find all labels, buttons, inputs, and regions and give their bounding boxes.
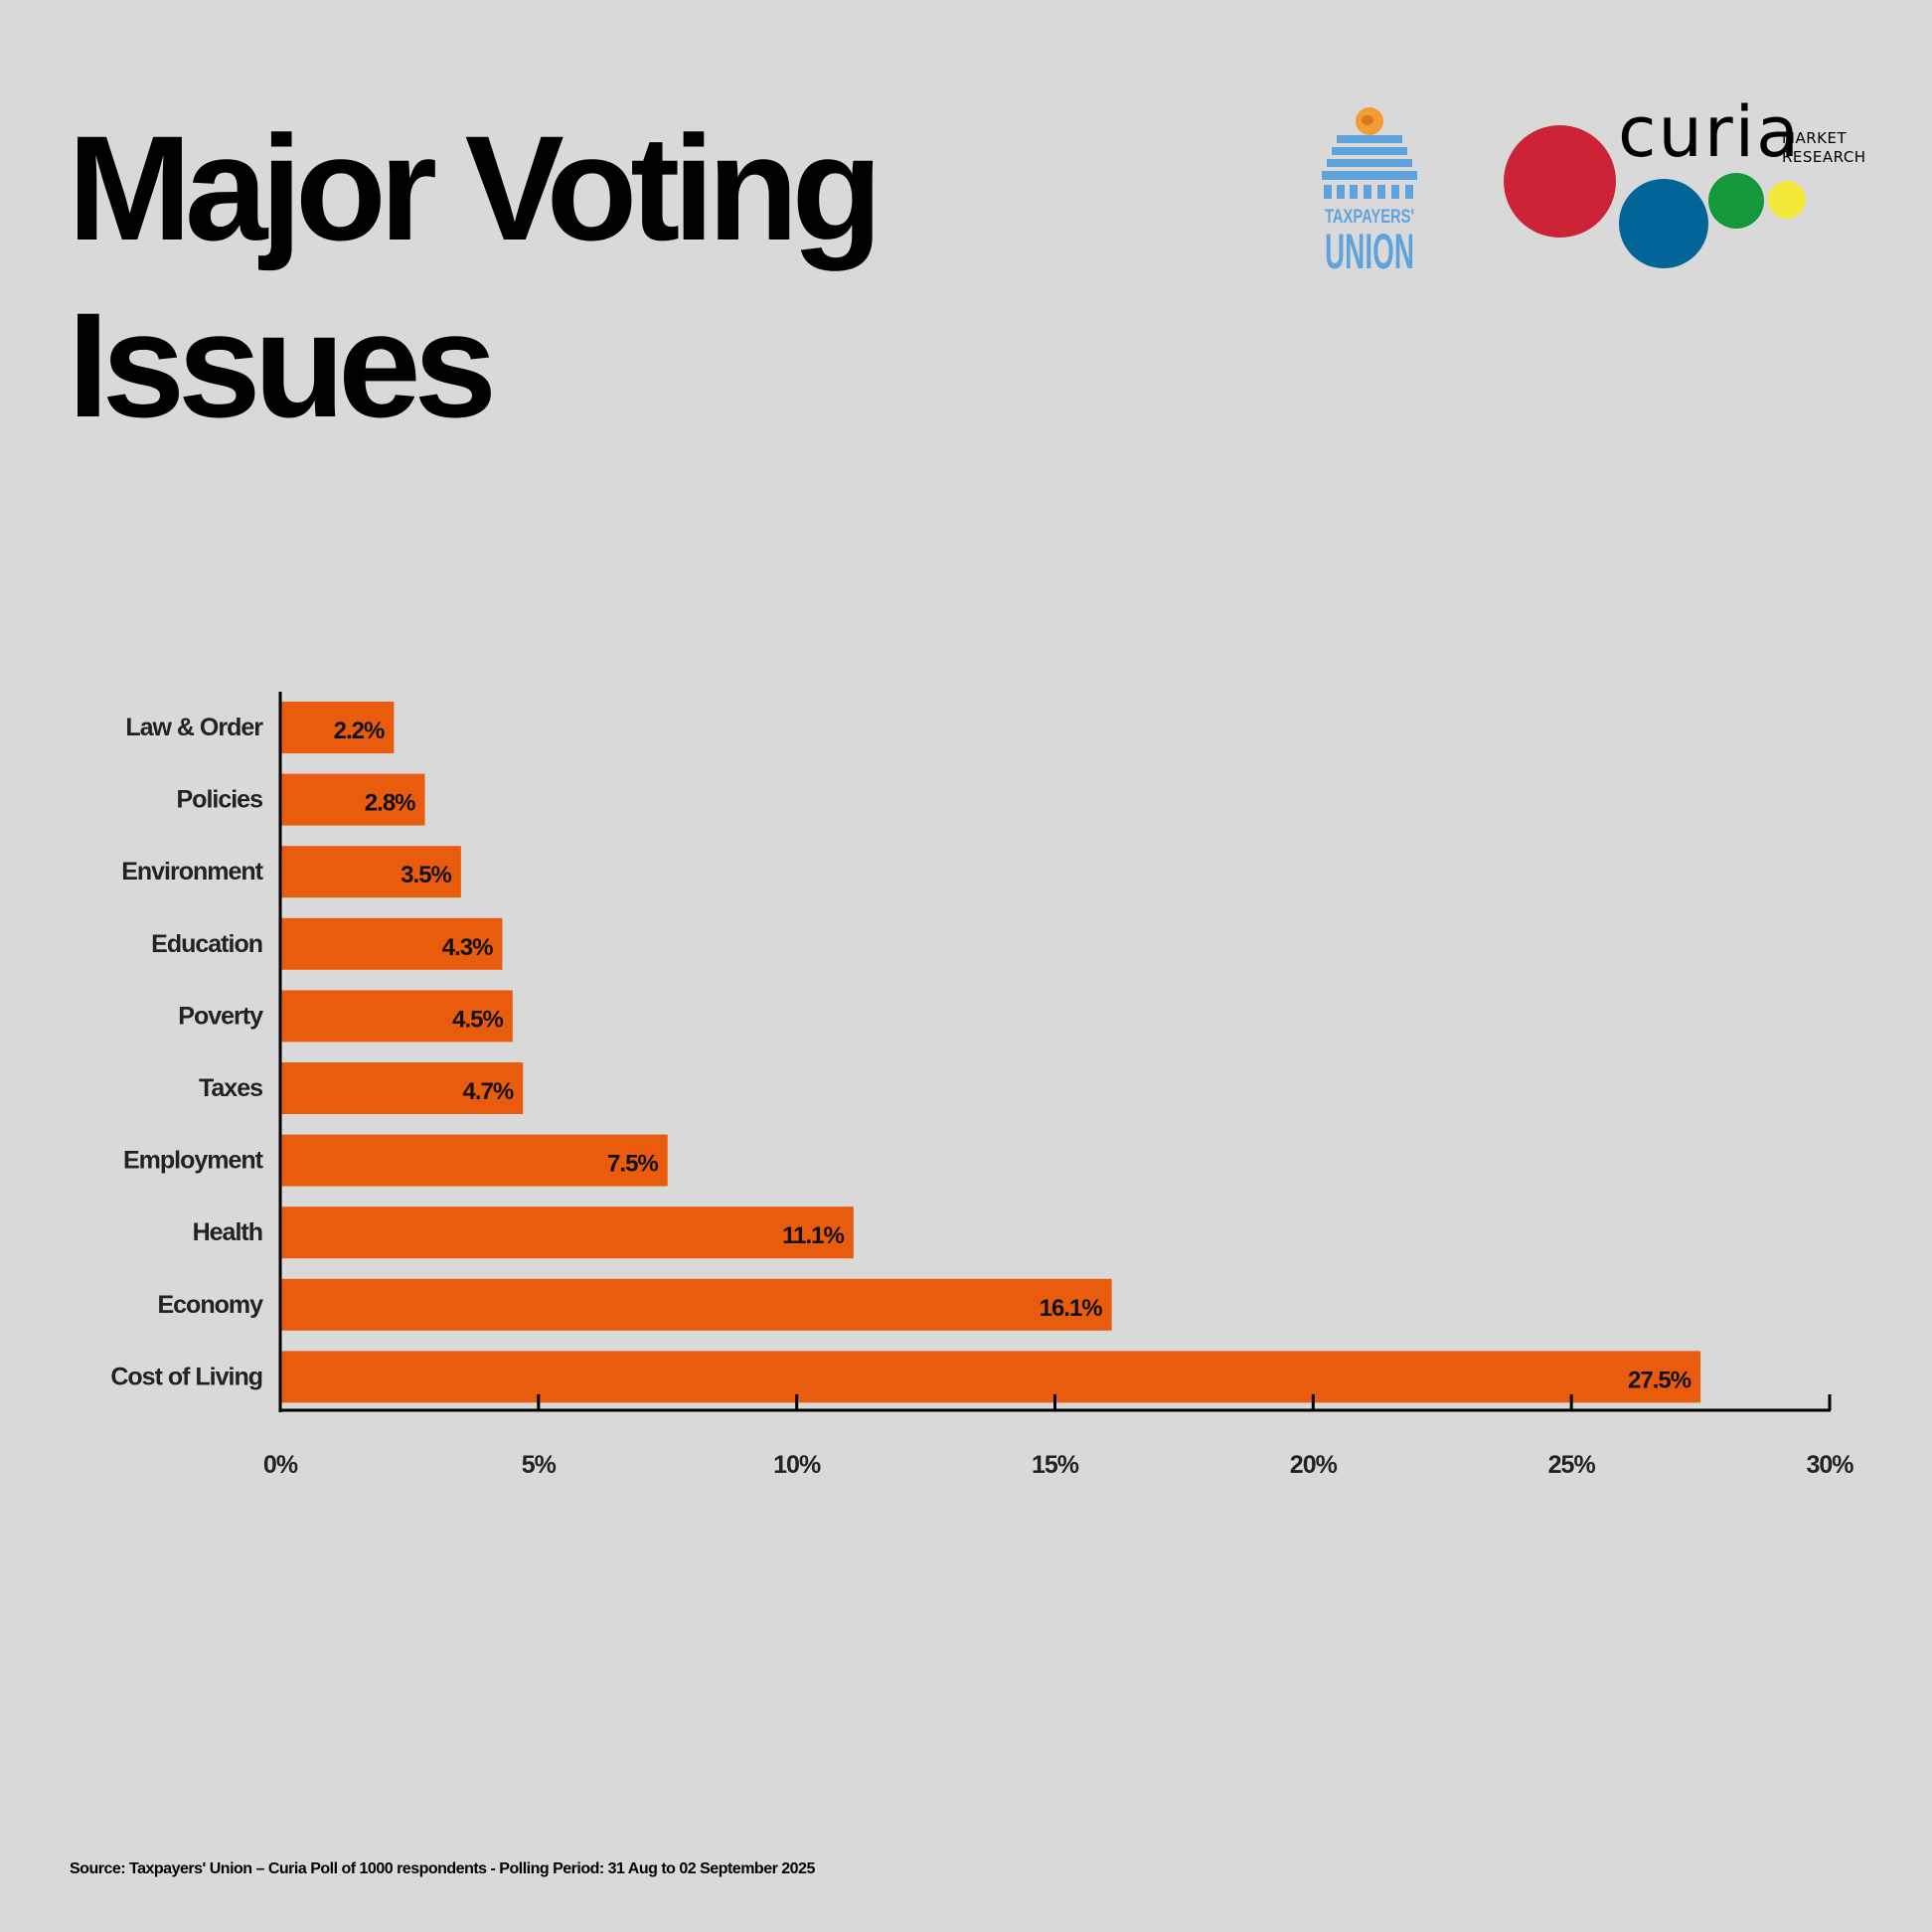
bar-3 <box>280 917 503 970</box>
value-label: 4.3% <box>442 934 493 961</box>
curia-logo: curia MARKET RESEARCH <box>1499 91 1886 271</box>
value-label: 3.5% <box>401 862 451 888</box>
category-label: Taxes <box>199 1074 262 1102</box>
value-label: 16.1% <box>1040 1295 1103 1322</box>
x-tick-label: 25% <box>1548 1451 1596 1479</box>
title-line-2: Issues <box>68 281 497 448</box>
value-label: 4.7% <box>463 1078 514 1105</box>
category-label: Poverty <box>178 1002 263 1030</box>
curia-sub-line-1: MARKET <box>1782 129 1848 147</box>
title-line-1: Major Voting <box>68 104 883 271</box>
labels-group: Law & Order 2.2% Policies 2.8% Environment 3.… <box>110 714 1691 1393</box>
curia-blue-circle-icon <box>1619 179 1708 268</box>
curia-subtitle: MARKET RESEARCH <box>1782 129 1866 167</box>
category-label: Environment <box>121 858 263 886</box>
category-label: Economy <box>157 1291 263 1319</box>
bars-group <box>280 702 1701 1403</box>
curia-yellow-circle-icon <box>1768 181 1806 219</box>
value-label: 11.1% <box>782 1222 844 1249</box>
bar-2 <box>280 846 461 898</box>
bar-9 <box>280 1351 1701 1403</box>
bar-1 <box>280 773 425 826</box>
taxpayers-union-logo: TAXPAYERS' UNION <box>1322 107 1417 270</box>
x-tick-label: 5% <box>522 1451 557 1479</box>
category-label: Policies <box>177 786 263 814</box>
x-tick-label: 0% <box>263 1451 298 1479</box>
x-tick-label: 20% <box>1290 1451 1338 1479</box>
category-label: Education <box>151 930 262 958</box>
x-tick-label: 10% <box>773 1451 821 1479</box>
category-label: Law & Order <box>125 714 263 741</box>
bar-8 <box>280 1278 1112 1331</box>
parliament-building-icon <box>1322 107 1417 199</box>
x-axis: 0% 5% 10% 15% 20% 25% 30% <box>263 692 1854 1479</box>
curia-wordmark: curia <box>1618 91 1801 173</box>
category-label: Cost of Living <box>110 1363 262 1390</box>
curia-green-circle-icon <box>1708 173 1764 229</box>
value-label: 2.8% <box>365 790 415 817</box>
bar-6 <box>280 1134 668 1187</box>
union-text: UNION <box>1325 224 1414 270</box>
x-tick-label: 30% <box>1806 1451 1853 1479</box>
category-label: Health <box>193 1218 262 1246</box>
value-label: 4.5% <box>452 1006 503 1033</box>
source-note: Source: Taxpayers' Union – Curia Poll of… <box>70 1860 815 1877</box>
x-tick-label: 15% <box>1032 1451 1079 1479</box>
page-title: Major Voting Issues <box>68 99 883 453</box>
taxpayers-text: TAXPAYERS' <box>1325 207 1414 228</box>
curia-red-circle-icon <box>1504 125 1616 238</box>
bar-5 <box>280 1062 524 1114</box>
category-label: Employment <box>123 1147 264 1175</box>
bar-4 <box>280 990 513 1043</box>
bar-0 <box>280 702 395 753</box>
value-label: 7.5% <box>607 1151 658 1178</box>
bar-7 <box>280 1207 854 1259</box>
curia-sub-line-2: RESEARCH <box>1782 148 1866 166</box>
value-label: 2.2% <box>334 718 385 744</box>
value-label: 27.5% <box>1628 1367 1691 1393</box>
